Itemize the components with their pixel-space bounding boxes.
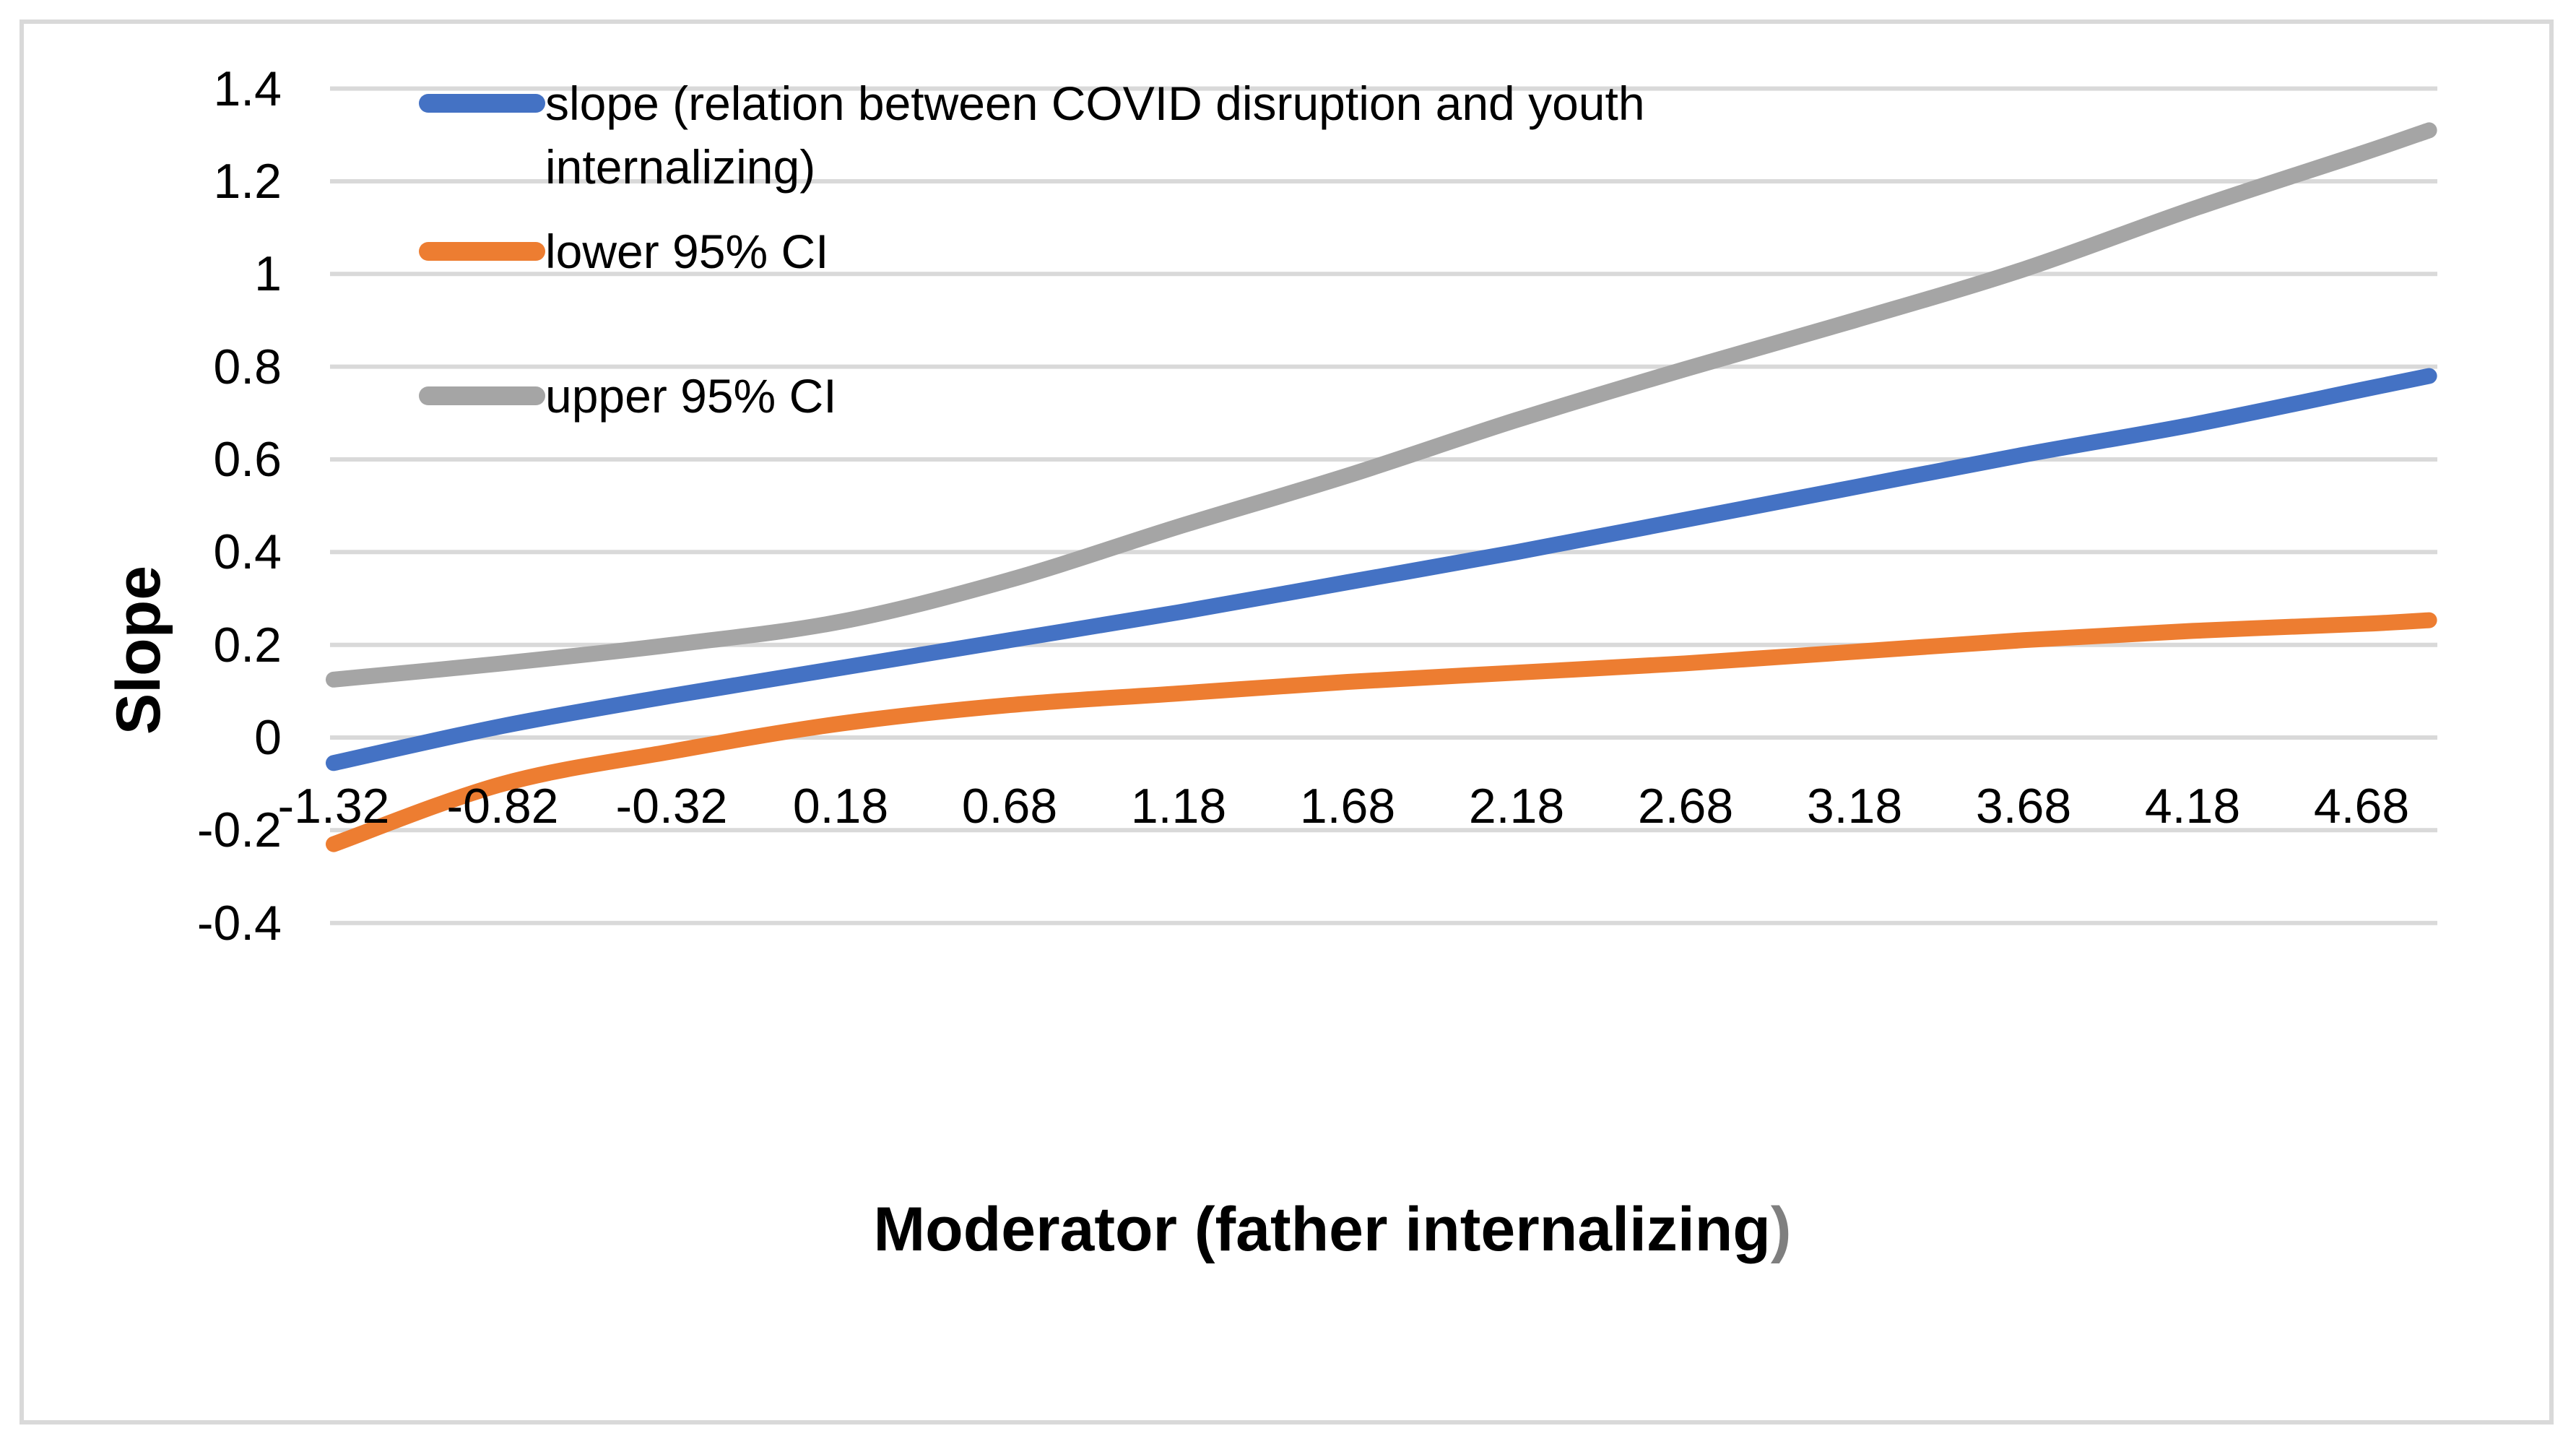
x-axis-title-gray-paren: ) <box>1770 1195 1792 1264</box>
chart-border <box>19 20 2554 1424</box>
legend-item-lower-95ci: lower 95% CI <box>419 220 829 283</box>
x-tick-label--0.32: -0.32 <box>615 779 728 834</box>
x-tick-label--1.32: -1.32 <box>277 779 390 834</box>
x-tick-label-2.68: 2.68 <box>1637 779 1734 834</box>
legend-item-lower-95ci-label: lower 95% CI <box>545 225 829 278</box>
x-tick-label-1.18: 1.18 <box>1130 779 1227 834</box>
slope-line-swatch-icon <box>419 94 545 113</box>
data-series-lines <box>326 122 2437 852</box>
x-tick-label-3.68: 3.68 <box>1975 779 2072 834</box>
y-tick-label-1.2: 1.2 <box>213 153 282 209</box>
y-tick-label--0.4: -0.4 <box>196 895 282 951</box>
lower-ci-line-swatch-icon <box>419 242 545 261</box>
y-tick-label-0.8: 0.8 <box>213 339 282 394</box>
x-tick-label-1.68: 1.68 <box>1299 779 1396 834</box>
horizontal-gridlines <box>330 86 2437 925</box>
y-tick-label-0.4: 0.4 <box>213 524 282 580</box>
legend-item-slope-label: slope (relation between COVID disruption… <box>545 77 1645 194</box>
x-tick-label-4.68: 4.68 <box>2313 779 2410 834</box>
y-tick-label-1.4: 1.4 <box>213 61 282 116</box>
y-tick-label--0.2: -0.2 <box>196 803 282 858</box>
upper-ci-line-swatch-icon <box>419 386 545 405</box>
y-tick-label-1: 1 <box>254 246 282 302</box>
series-line-slope <box>326 368 2437 771</box>
x-tick-label-4.18: 4.18 <box>2144 779 2241 834</box>
legend-item-upper-95ci-label: upper 95% CI <box>545 369 837 423</box>
series-line-lower-95ci <box>326 612 2437 852</box>
x-axis-title-text: Moderator (father internalizing <box>873 1195 1771 1264</box>
x-tick-label-0.68: 0.68 <box>961 779 1058 834</box>
legend-item-slope: slope (relation between COVID disruption… <box>419 72 1758 199</box>
legend-item-upper-95ci: upper 95% CI <box>419 364 837 428</box>
y-tick-label-0: 0 <box>254 710 282 765</box>
y-tick-label-0.6: 0.6 <box>213 431 282 487</box>
x-tick-label-2.18: 2.18 <box>1468 779 1565 834</box>
x-tick-label-0.18: 0.18 <box>792 779 889 834</box>
x-tick-label--0.82: -0.82 <box>446 779 559 834</box>
x-axis-title: Moderator (father internalizing) <box>874 1195 1792 1264</box>
y-axis-title: Slope <box>104 565 173 735</box>
y-tick-label-0.2: 0.2 <box>213 617 282 673</box>
series-line-upper-95ci <box>326 122 2437 688</box>
x-tick-label-3.18: 3.18 <box>1806 779 1903 834</box>
